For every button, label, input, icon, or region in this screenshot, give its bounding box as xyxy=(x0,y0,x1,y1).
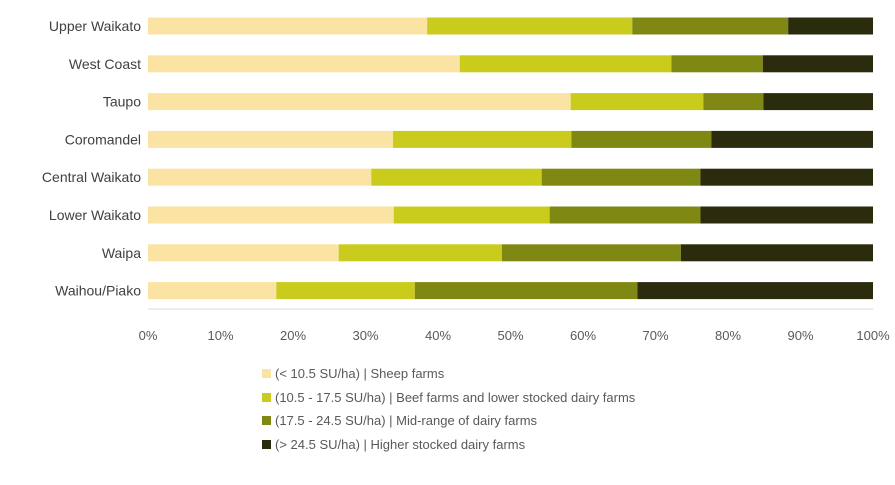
bar-segment xyxy=(703,93,764,111)
legend-item: (> 24.5 SU/ha) | Higher stocked dairy fa… xyxy=(262,433,635,457)
bar-segment xyxy=(338,244,502,262)
legend-swatch xyxy=(262,369,271,379)
bar-segment xyxy=(393,206,550,224)
x-tick-label: 10% xyxy=(207,328,233,343)
bar-segment xyxy=(549,206,701,224)
bar-segment xyxy=(541,168,701,186)
bar-segment xyxy=(671,55,763,73)
category-label: Taupo xyxy=(103,94,141,110)
legend-label: (< 10.5 SU/ha) | Sheep farms xyxy=(275,366,445,382)
x-tick-label: 50% xyxy=(497,328,523,343)
bar-segment xyxy=(571,130,712,148)
bar-segment xyxy=(763,93,873,111)
bar-segment xyxy=(148,93,571,111)
x-tick-label: 100% xyxy=(856,328,890,343)
legend-item: (10.5 - 17.5 SU/ha) | Beef farms and low… xyxy=(262,386,635,410)
x-tick-label: 20% xyxy=(280,328,306,343)
legend-label: (> 24.5 SU/ha) | Higher stocked dairy fa… xyxy=(275,436,526,452)
legend: (< 10.5 SU/ha) | Sheep farms (10.5 - 17.5… xyxy=(262,362,635,456)
bar-segment xyxy=(788,17,873,35)
category-label: West Coast xyxy=(69,56,141,72)
category-label: Coromandel xyxy=(65,131,141,147)
bar-segment xyxy=(148,55,460,73)
legend-swatch xyxy=(262,392,271,402)
x-tick-label: 90% xyxy=(787,328,813,343)
category-label: Upper Waikato xyxy=(49,18,141,34)
x-tick-label: 40% xyxy=(425,328,451,343)
x-tick-label: 30% xyxy=(352,328,378,343)
bar-segment xyxy=(501,244,681,262)
bars-group xyxy=(148,17,873,300)
bar-segment xyxy=(148,17,428,35)
bar-segment xyxy=(637,282,873,300)
bar-segment xyxy=(148,168,372,186)
category-label: Waihou/Piako xyxy=(55,283,141,299)
bar-segment xyxy=(371,168,542,186)
legend-item: (< 10.5 SU/ha) | Sheep farms xyxy=(262,362,635,386)
legend-swatch xyxy=(262,416,271,426)
bar-segment xyxy=(762,55,873,73)
x-tick-labels: 0% 10% 20% 30% 40% 50% 60% 70% 80% 90% 100% xyxy=(139,328,890,343)
bar-segment xyxy=(414,282,638,300)
x-tick-label: 0% xyxy=(139,328,158,343)
bar-segment xyxy=(632,17,789,35)
bar-segment xyxy=(680,244,873,262)
legend-label: (10.5 - 17.5 SU/ha) | Beef farms and low… xyxy=(275,389,636,405)
x-tick-label: 60% xyxy=(570,328,596,343)
bar-segment xyxy=(570,93,704,111)
category-label: Central Waikato xyxy=(42,169,141,185)
legend-item: (17.5 - 24.5 SU/ha) | Mid-range of dairy… xyxy=(262,409,635,433)
bar-segment xyxy=(427,17,633,35)
x-tick-label: 70% xyxy=(642,328,668,343)
bar-segment xyxy=(459,55,672,73)
bar-segment xyxy=(148,130,394,148)
bar-segment xyxy=(393,130,572,148)
bar-segment xyxy=(711,130,873,148)
category-label: Waipa xyxy=(102,245,141,261)
x-tick-label: 80% xyxy=(715,328,741,343)
bar-segment xyxy=(148,244,339,262)
bar-segment xyxy=(148,282,277,300)
bar-segment xyxy=(276,282,415,300)
category-label: Lower Waikato xyxy=(49,207,141,223)
bar-segment xyxy=(700,206,873,224)
legend-label: (17.5 - 24.5 SU/ha) | Mid-range of dairy… xyxy=(275,413,538,429)
bar-segment xyxy=(148,206,394,224)
category-labels: Upper Waikato West Coast Taupo Coromandel Ce… xyxy=(42,18,141,299)
bar-segment xyxy=(700,168,873,186)
legend-swatch xyxy=(262,439,271,449)
